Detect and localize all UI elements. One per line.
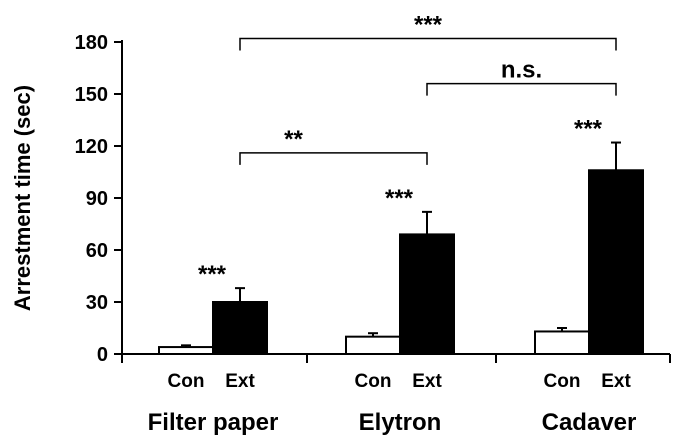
comparison-bracket <box>426 82 617 96</box>
y-tick-label: 120 <box>75 136 108 158</box>
bar-con <box>534 330 590 356</box>
bar-con <box>158 346 214 356</box>
bar-ext <box>212 301 268 355</box>
x-bar-label: Con <box>168 371 205 392</box>
y-axis-title: Arrestment time (sec) <box>10 85 35 311</box>
x-group-label: Elytron <box>359 409 442 436</box>
x-group-label: Cadaver <box>542 409 637 436</box>
comparison-bracket <box>239 152 428 165</box>
x-group-label: Filter paper <box>148 409 279 436</box>
x-bar-label: Con <box>544 371 581 392</box>
y-tick-label: 90 <box>86 188 108 210</box>
x-bar-label: Ext <box>225 371 255 392</box>
y-tick-label: 60 <box>86 240 108 262</box>
comparison-label: *** <box>414 12 443 39</box>
y-tick-label: 150 <box>75 84 108 106</box>
comparison-label: ** <box>284 126 303 153</box>
x-bar-label: Con <box>355 371 392 392</box>
bar-con <box>345 335 401 355</box>
comparison-label: n.s. <box>501 57 542 84</box>
y-tick-label: 180 <box>75 32 108 54</box>
bar-ext <box>588 169 644 355</box>
significance-star: *** <box>574 116 603 143</box>
bar-ext <box>399 233 455 355</box>
y-tick-label: 0 <box>97 344 108 366</box>
comparison-bracket <box>239 37 617 51</box>
significance-star: *** <box>198 261 227 288</box>
significance-star: *** <box>385 185 414 212</box>
x-bar-label: Ext <box>601 371 631 392</box>
y-tick-label: 30 <box>86 292 108 314</box>
x-bar-label: Ext <box>412 371 442 392</box>
